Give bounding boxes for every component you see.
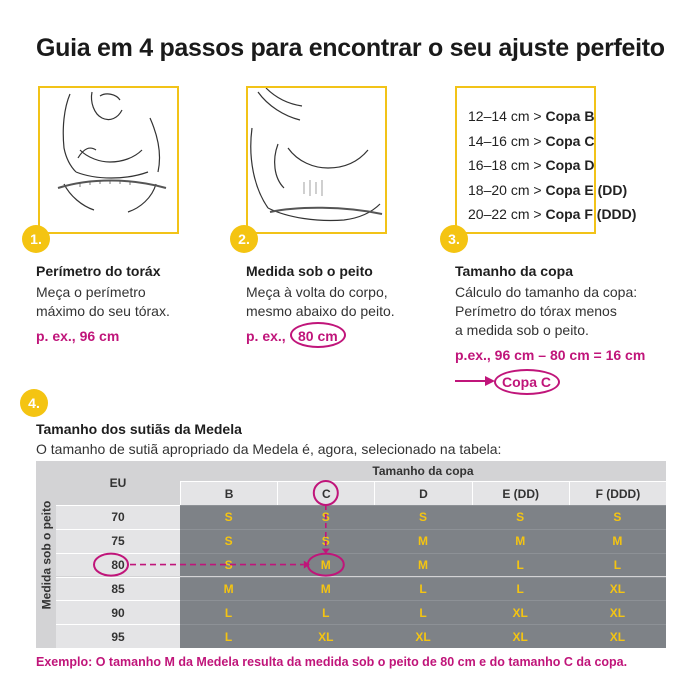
step2-example-value: 80 cm [298,328,338,344]
cup-column-header: F (DDD) [568,481,666,505]
eu-size-cell: 90 [56,600,180,625]
underbust-highlight-ellipse [290,322,346,348]
step2-example-prefix: p. ex., [246,328,286,344]
size-cell: L [180,600,278,625]
column-arrowhead [321,548,330,554]
cup-column-header: B [180,481,278,505]
side-label-cell: Medida sob o peito [36,461,56,648]
chest-measure-drawing [57,91,167,213]
step2-badge: 2. [230,225,258,253]
size-cell: XL [471,624,569,648]
eu-size-cell: 95 [56,624,180,648]
size-cell: L [471,552,569,577]
size-table: Medida sob o peito EU Tamanho da copa B C D E … [36,461,666,648]
size-cell: S [374,505,472,529]
cup-row: 16–18 cm > Copa D [468,157,595,173]
cup-size-header: Tamanho da copa [180,461,666,481]
step1-heading: Perímetro do toráx [36,263,161,279]
step2-heading: Medida sob o peito [246,263,373,279]
cup-row: 14–16 cm > Copa C [468,132,595,149]
underbust-measure-drawing [250,88,383,222]
eu-size-cell: 80 [56,552,180,577]
cup-highlight-ellipse [494,369,560,395]
table-highlight-overlay [93,480,345,577]
eu-80-highlight [93,552,129,577]
cup-row: 12–14 cm > Copa B [468,108,595,124]
step4-heading: Tamanho dos sutiãs da Medela [36,421,242,437]
eu-size-cell: 85 [56,576,180,601]
step3-result: Copa C [502,374,551,390]
step3-heading: Tamanho da copa [455,263,573,279]
step4-text: O tamanho de sutiã apropriado da Medela … [36,441,502,457]
size-cell: L [374,600,472,625]
size-cell: M [180,576,278,601]
size-cell: XL [568,600,666,625]
cup-c-highlight [312,480,339,506]
cup-row: 18–20 cm > Copa E (DD) [468,181,628,198]
size-cell: XL [277,624,375,648]
size-cell: M [471,528,569,553]
page-title: Guia em 4 passos para encontrar o seu aj… [36,34,665,62]
step1-illustration [38,86,179,234]
size-m-highlight [306,552,345,577]
arrow-right-icon [455,376,495,386]
cup-column-header: E (DD) [471,481,569,505]
step3-example: p.ex., 96 cm – 80 cm = 16 cm [455,347,646,363]
cup-size-table-box [455,86,596,234]
step1-text: Meça o perímetro máximo do seu tórax. [36,284,170,319]
size-cell: XL [374,624,472,648]
size-cell: S [568,505,666,529]
size-cell: M [568,528,666,553]
size-cell: L [277,600,375,625]
step2-text: Meça à volta do corpo, mesmo abaixo do pe… [246,284,395,319]
size-cell: S [180,528,278,553]
step3-text: Cálculo do tamanho da copa: Perímetro do … [455,284,638,338]
size-cell: L [568,552,666,577]
step2-illustration [246,86,387,234]
size-cell: XL [568,624,666,648]
size-cell: M [374,552,472,577]
eu-header: EU [56,461,180,505]
eu-size-cell: 75 [56,528,180,553]
size-cell: L [471,576,569,601]
step3-badge: 3. [440,225,468,253]
size-cell: S [180,552,278,577]
step4-badge: 4. [20,389,48,417]
size-cell: XL [568,576,666,601]
example-footnote: Exemplo: O tamanho M da Medela resulta d… [36,655,628,669]
cup-size-list: 12–14 cm > Copa B 14–16 cm > Copa C 16–1… [468,104,636,227]
step1-example: p. ex., 96 cm [36,328,120,344]
size-cell: S [180,505,278,529]
eu-size-cell: 70 [56,505,180,529]
size-cell: S [471,505,569,529]
cup-row: 20–22 cm > Copa F (DDD) [468,206,637,222]
cup-column-header: D [374,481,472,505]
size-cell: XL [471,600,569,625]
size-cell: M [277,576,375,601]
size-cell: L [374,576,472,601]
size-cell: L [180,624,278,648]
step1-badge: 1. [22,225,50,253]
row-arrowhead [303,560,310,569]
size-cell: M [374,528,472,553]
